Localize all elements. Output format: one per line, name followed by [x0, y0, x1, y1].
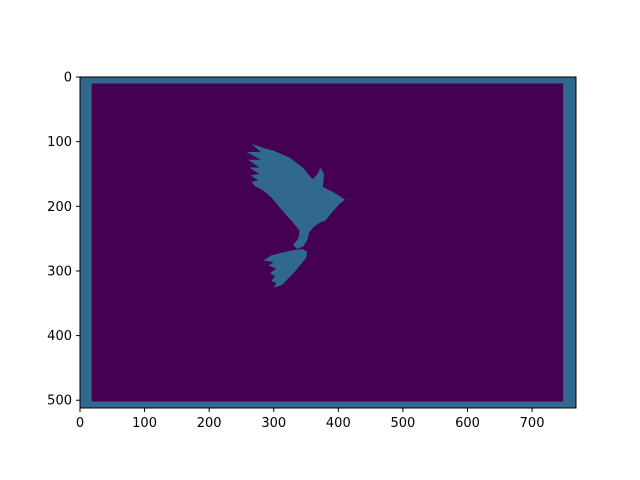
axes-border: [79, 76, 577, 409]
x-tick-label: 100: [132, 416, 157, 431]
y-tick-label: 100: [47, 135, 72, 150]
x-axis: 0 100 200 300 400 500 600 700: [76, 408, 545, 431]
x-tick-label: 200: [197, 416, 222, 431]
y-tick-label: 0: [64, 71, 72, 86]
x-tick-label: 600: [455, 416, 480, 431]
y-tick-label: 400: [47, 329, 72, 344]
x-tick-label: 700: [520, 416, 545, 431]
x-tick-label: 300: [261, 416, 286, 431]
heatmap-bird-region: [246, 143, 345, 249]
heatmap-plot-area: [80, 77, 576, 408]
heatmap-background: [80, 77, 576, 408]
y-tick-label: 300: [47, 264, 72, 279]
y-axis: 0 100 200 300 400 500: [47, 71, 80, 409]
y-tick-label: 500: [47, 394, 72, 409]
heatmap-prey-region: [263, 249, 308, 288]
y-tick-label: 200: [47, 200, 72, 215]
x-tick-label: 500: [391, 416, 416, 431]
x-tick-label: 400: [326, 416, 351, 431]
x-tick-label: 0: [76, 416, 84, 431]
